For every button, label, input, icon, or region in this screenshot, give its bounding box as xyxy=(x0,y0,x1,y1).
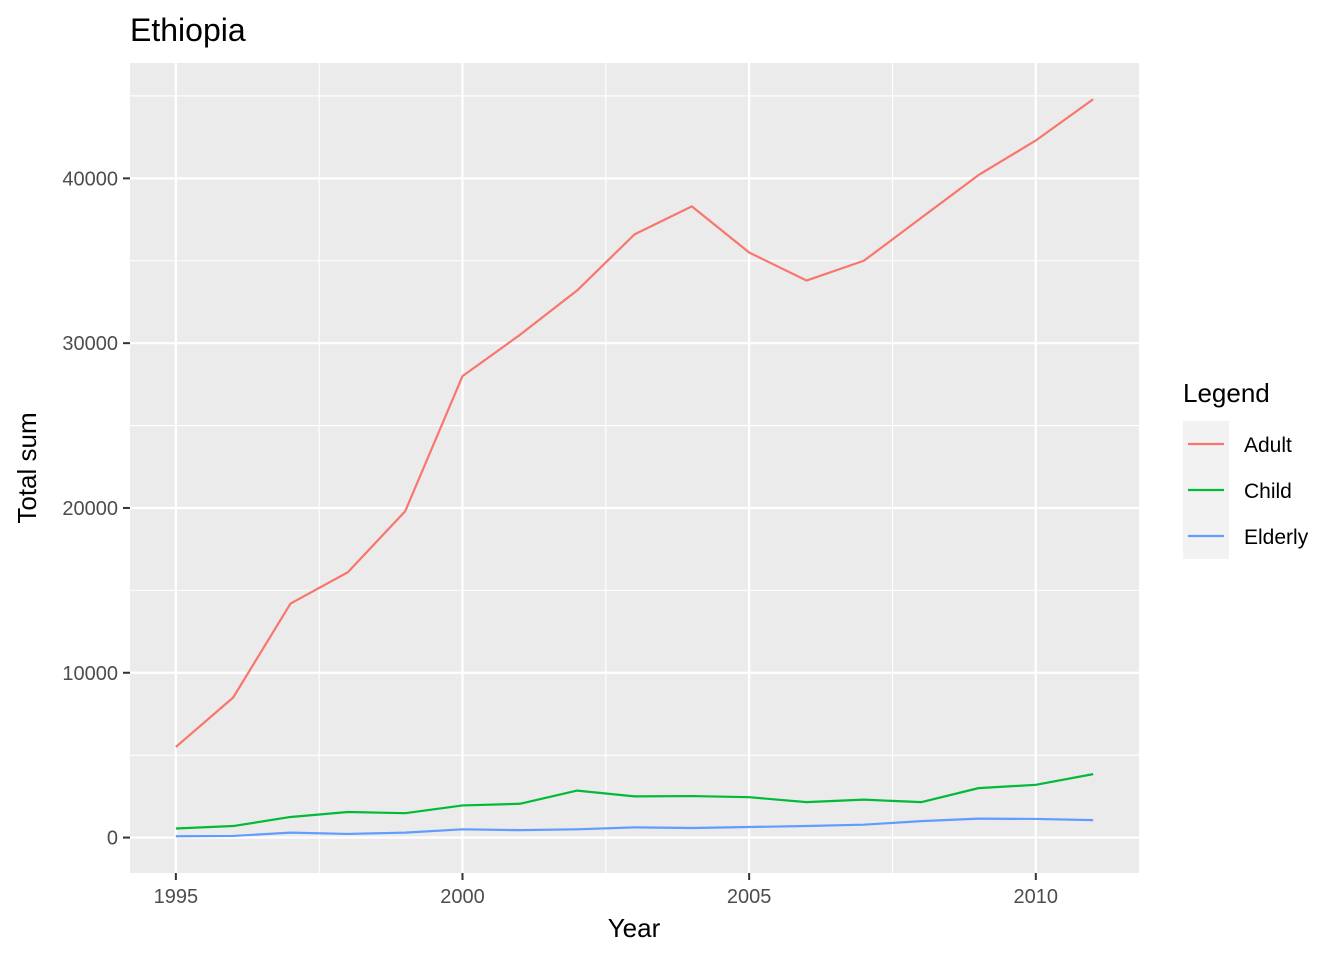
x-axis-title: Year xyxy=(608,913,661,943)
y-tick-label: 20000 xyxy=(62,498,118,520)
x-tick-label: 2000 xyxy=(440,886,485,908)
legend-label-child: Child xyxy=(1244,480,1292,503)
x-tick-label: 1995 xyxy=(154,886,199,908)
x-axis-ticks: 1995 2000 2005 2010 xyxy=(154,873,1058,908)
y-tick-label: 10000 xyxy=(62,663,118,685)
y-tick-label: 40000 xyxy=(62,168,118,190)
plot-panel xyxy=(130,63,1139,873)
x-tick-label: 2005 xyxy=(727,886,772,908)
series-line-elderly xyxy=(175,817,1094,838)
legend-label-adult: Adult xyxy=(1244,434,1292,457)
legend: Legend Adult Child Elderly xyxy=(1183,378,1309,559)
series-lines xyxy=(175,98,1094,838)
chart-title: Ethiopia xyxy=(130,12,246,48)
legend-label-elderly: Elderly xyxy=(1244,526,1309,549)
y-tick-label: 0 xyxy=(107,828,118,850)
y-tick-label: 30000 xyxy=(62,333,118,355)
major-gridlines xyxy=(130,63,1139,873)
legend-title: Legend xyxy=(1183,378,1270,408)
series-line-child xyxy=(175,773,1094,830)
y-axis-title: Total sum xyxy=(12,412,42,523)
minor-gridlines xyxy=(130,63,1139,873)
x-tick-label: 2010 xyxy=(1014,886,1059,908)
y-axis-ticks: 0 10000 20000 30000 40000 xyxy=(62,168,130,850)
series-line-adult xyxy=(175,98,1094,748)
